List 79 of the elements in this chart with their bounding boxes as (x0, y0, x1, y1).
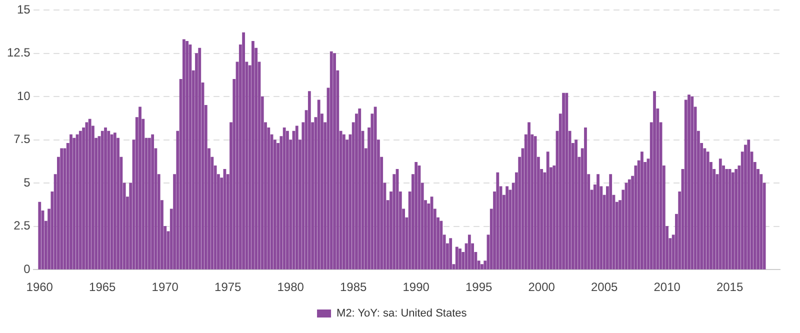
bar (728, 168, 732, 270)
bar (496, 172, 500, 270)
bar (528, 122, 530, 270)
bar (449, 238, 452, 270)
bar (731, 172, 734, 270)
bar (374, 106, 377, 270)
x-tick-label: 2010 (654, 280, 681, 294)
y-tick-label: 15 (16, 2, 31, 17)
bar (440, 220, 443, 270)
bar (747, 140, 750, 270)
x-tick-label: 2000 (528, 280, 556, 294)
bar (358, 108, 362, 270)
bar (690, 96, 694, 270)
bar (317, 100, 320, 270)
x-tick-label: 1960 (26, 280, 54, 294)
x-tick-label: 1980 (277, 280, 304, 294)
y-tick-label: 7.5 (14, 132, 31, 146)
bar (414, 162, 418, 270)
bar (584, 127, 587, 270)
bar (113, 132, 116, 270)
bar (725, 168, 728, 270)
y-tick-label: 2.5 (14, 218, 31, 233)
bar (308, 91, 311, 270)
bar (565, 92, 568, 270)
bar (78, 130, 82, 270)
x-tick-label: 1975 (214, 280, 242, 294)
bar (574, 140, 578, 270)
bar (330, 51, 333, 270)
bar (480, 264, 484, 270)
bar (151, 134, 154, 270)
bar (88, 118, 92, 270)
bar (252, 41, 254, 270)
bar (282, 127, 286, 270)
bar (609, 174, 612, 270)
y-tick-label: 12.5 (6, 46, 31, 60)
bar (182, 39, 186, 270)
bar (242, 32, 245, 270)
bar (718, 158, 722, 270)
bar (562, 92, 565, 270)
bar (198, 48, 202, 270)
x-tick-label: 1995 (465, 280, 492, 294)
bar (70, 134, 72, 270)
x-tick-label: 1970 (152, 280, 179, 294)
y-tick-label: 5 (24, 175, 31, 190)
bar (534, 136, 537, 270)
bar (734, 168, 738, 270)
bar (72, 138, 76, 270)
x-tick-label: 1990 (402, 280, 430, 294)
bar (458, 248, 462, 270)
bar (148, 138, 151, 270)
bar (706, 152, 710, 270)
x-tick-label: 2005 (590, 280, 618, 294)
bar (596, 174, 600, 270)
bar (38, 202, 42, 270)
y-tick-label: 10 (16, 88, 31, 103)
bar (455, 246, 458, 270)
bar (295, 126, 298, 270)
bar (468, 234, 471, 270)
bar (85, 122, 88, 270)
bar (60, 148, 64, 270)
bar (653, 91, 656, 270)
bar (640, 152, 644, 270)
bar (333, 53, 336, 270)
bar (286, 130, 289, 270)
bar (104, 127, 107, 270)
bar (688, 94, 690, 270)
legend-label: M2: YoY: sa: United States (336, 308, 468, 320)
bar (342, 134, 346, 270)
bar (100, 130, 104, 270)
x-tick-label: 1985 (340, 280, 368, 294)
x-tick-label: 2015 (716, 280, 744, 294)
bar (186, 41, 189, 270)
y-tick-label: 0 (24, 262, 31, 276)
bar (628, 179, 631, 270)
bar (138, 106, 142, 270)
x-tick-label: 1965 (89, 280, 116, 294)
bar (506, 186, 509, 270)
bar (546, 152, 550, 270)
bar (107, 130, 110, 270)
